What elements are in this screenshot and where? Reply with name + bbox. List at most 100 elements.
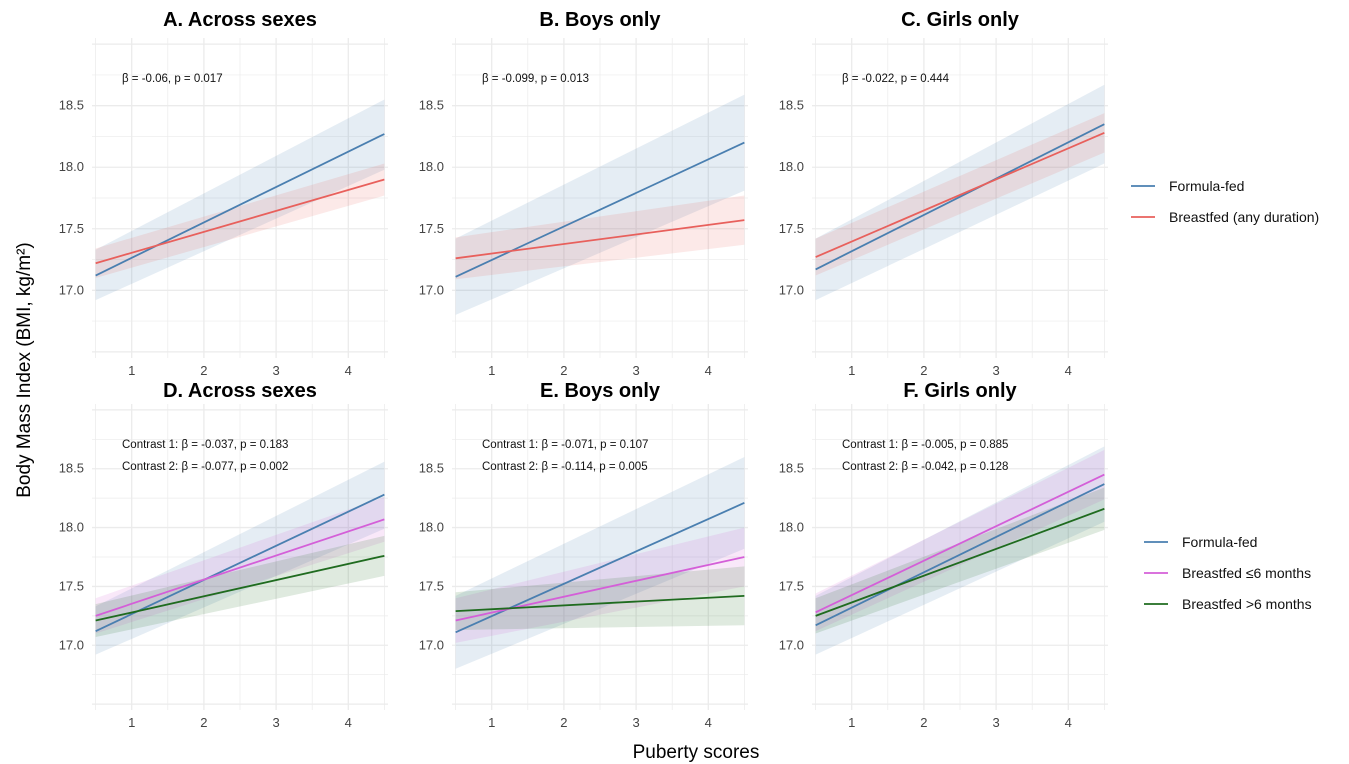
series-line bbox=[815, 131, 1105, 258]
series-line bbox=[95, 554, 385, 622]
confidence-band bbox=[815, 449, 1105, 632]
series-line bbox=[815, 123, 1105, 271]
x-tick-label: 3 bbox=[272, 363, 279, 378]
panel-title: C. Girls only bbox=[901, 9, 1020, 31]
y-tick-label: 17.5 bbox=[779, 221, 804, 236]
legend-breastfeeding-duration: Formula-fed Breastfed ≤6 months Breastfed … bbox=[1144, 534, 1312, 612]
panel-3: C. Girls only 17.0 17.5 18.0 18.5 1 2 3 4 β = -0.… bbox=[779, 9, 1108, 378]
stat-annotation: Contrast 1: β = -0.037, p = 0.183 bbox=[122, 439, 288, 451]
confidence-band bbox=[815, 487, 1105, 634]
y-tick-label: 18.5 bbox=[59, 461, 84, 476]
stat-annotation: Contrast 1: β = -0.005, p = 0.885 bbox=[842, 439, 1008, 451]
series-line bbox=[95, 178, 385, 265]
confidence-band bbox=[95, 99, 385, 301]
x-tick-label: 1 bbox=[128, 715, 135, 730]
x-tick-label: 4 bbox=[705, 715, 712, 730]
y-tick-label: 17.0 bbox=[779, 282, 804, 297]
series-line bbox=[815, 473, 1105, 614]
y-tick-label: 17.5 bbox=[779, 578, 804, 593]
x-tick-label: 2 bbox=[200, 363, 207, 378]
legend-feeding-type: Formula-fed Breastfed (any duration) bbox=[1131, 178, 1319, 225]
x-tick-label: 4 bbox=[705, 363, 712, 378]
series-line bbox=[455, 141, 745, 278]
series-line bbox=[95, 518, 385, 617]
panel-4: D. Across sexes 17.0 17.5 18.0 18.5 1 2 3 4 Contr… bbox=[59, 380, 388, 730]
y-axis-label: Body Mass Index (BMI, kg/m²) bbox=[14, 242, 35, 498]
legend-label: Breastfed ≤6 months bbox=[1182, 565, 1311, 581]
x-tick-label: 4 bbox=[1065, 363, 1072, 378]
stat-annotation: β = -0.099, p = 0.013 bbox=[482, 73, 589, 85]
y-tick-label: 17.5 bbox=[419, 578, 444, 593]
series-line bbox=[95, 493, 385, 632]
x-tick-label: 1 bbox=[128, 363, 135, 378]
series-line bbox=[455, 594, 745, 613]
series-line bbox=[455, 556, 745, 622]
x-tick-label: 4 bbox=[1065, 715, 1072, 730]
stat-annotation: β = -0.022, p = 0.444 bbox=[842, 73, 950, 85]
confidence-band bbox=[455, 94, 745, 315]
series-line bbox=[815, 507, 1105, 617]
stat-annotation: β = -0.06, p = 0.017 bbox=[122, 73, 223, 85]
panel-title: F. Girls only bbox=[903, 380, 1017, 402]
confidence-band bbox=[455, 527, 745, 643]
x-tick-label: 2 bbox=[200, 715, 207, 730]
panel-title: B. Boys only bbox=[539, 9, 661, 31]
y-tick-label: 18.5 bbox=[419, 98, 444, 113]
y-tick-label: 17.0 bbox=[779, 637, 804, 652]
x-tick-label: 1 bbox=[488, 363, 495, 378]
panel-title: E. Boys only bbox=[540, 380, 661, 402]
y-tick-label: 17.0 bbox=[419, 637, 444, 652]
y-tick-label: 18.0 bbox=[419, 520, 444, 535]
panel-6: F. Girls only 17.0 17.5 18.0 18.5 1 2 3 4 Contras… bbox=[779, 380, 1108, 730]
panel-title: D. Across sexes bbox=[163, 380, 317, 402]
y-tick-label: 17.0 bbox=[59, 282, 84, 297]
y-tick-label: 18.0 bbox=[419, 159, 444, 174]
y-tick-label: 18.5 bbox=[779, 98, 804, 113]
panel-5: E. Boys only 17.0 17.5 18.0 18.5 1 2 3 4 Contrast… bbox=[419, 380, 748, 730]
x-axis-label: Puberty scores bbox=[633, 742, 760, 763]
confidence-band bbox=[455, 456, 745, 669]
stat-annotation: Contrast 1: β = -0.071, p = 0.107 bbox=[482, 439, 648, 451]
series-line bbox=[455, 219, 745, 260]
y-tick-label: 17.5 bbox=[59, 578, 84, 593]
confidence-band bbox=[95, 496, 385, 634]
y-tick-label: 18.0 bbox=[59, 520, 84, 535]
stat-annotation: Contrast 2: β = -0.077, p = 0.002 bbox=[122, 461, 288, 473]
x-tick-label: 4 bbox=[345, 715, 352, 730]
y-tick-label: 18.5 bbox=[59, 98, 84, 113]
x-tick-label: 3 bbox=[632, 363, 639, 378]
series-line bbox=[815, 483, 1105, 627]
stat-annotation: Contrast 2: β = -0.042, p = 0.128 bbox=[842, 461, 1008, 473]
x-tick-label: 2 bbox=[560, 363, 567, 378]
x-tick-label: 3 bbox=[632, 715, 639, 730]
confidence-band bbox=[455, 195, 745, 280]
legend-label: Formula-fed bbox=[1169, 178, 1244, 194]
x-tick-label: 4 bbox=[345, 363, 352, 378]
x-tick-label: 2 bbox=[920, 363, 927, 378]
y-tick-label: 17.5 bbox=[419, 221, 444, 236]
confidence-band bbox=[95, 461, 385, 655]
x-tick-label: 1 bbox=[848, 363, 855, 378]
x-tick-label: 3 bbox=[272, 715, 279, 730]
y-tick-label: 17.5 bbox=[59, 221, 84, 236]
y-tick-label: 17.0 bbox=[419, 282, 444, 297]
x-tick-label: 2 bbox=[920, 715, 927, 730]
confidence-band bbox=[815, 84, 1105, 301]
y-tick-label: 18.0 bbox=[59, 159, 84, 174]
x-tick-label: 3 bbox=[992, 363, 999, 378]
confidence-band bbox=[815, 446, 1105, 655]
x-tick-label: 2 bbox=[560, 715, 567, 730]
legend-label: Breastfed >6 months bbox=[1182, 596, 1312, 612]
panel-2: B. Boys only 17.0 17.5 18.0 18.5 1 2 3 4 β = -0.0… bbox=[419, 9, 748, 378]
y-tick-label: 18.0 bbox=[779, 520, 804, 535]
legend-label: Breastfed (any duration) bbox=[1169, 209, 1319, 225]
legend-label: Formula-fed bbox=[1182, 534, 1257, 550]
y-tick-label: 17.0 bbox=[59, 637, 84, 652]
panel-1: A. Across sexes 17.0 17.5 18.0 18.5 1 2 3 4 β = -… bbox=[59, 9, 388, 378]
panel-title: A. Across sexes bbox=[163, 9, 317, 31]
series-line bbox=[95, 133, 385, 277]
stat-annotation: Contrast 2: β = -0.114, p = 0.005 bbox=[482, 461, 648, 473]
x-tick-label: 1 bbox=[488, 715, 495, 730]
y-tick-label: 18.5 bbox=[779, 461, 804, 476]
